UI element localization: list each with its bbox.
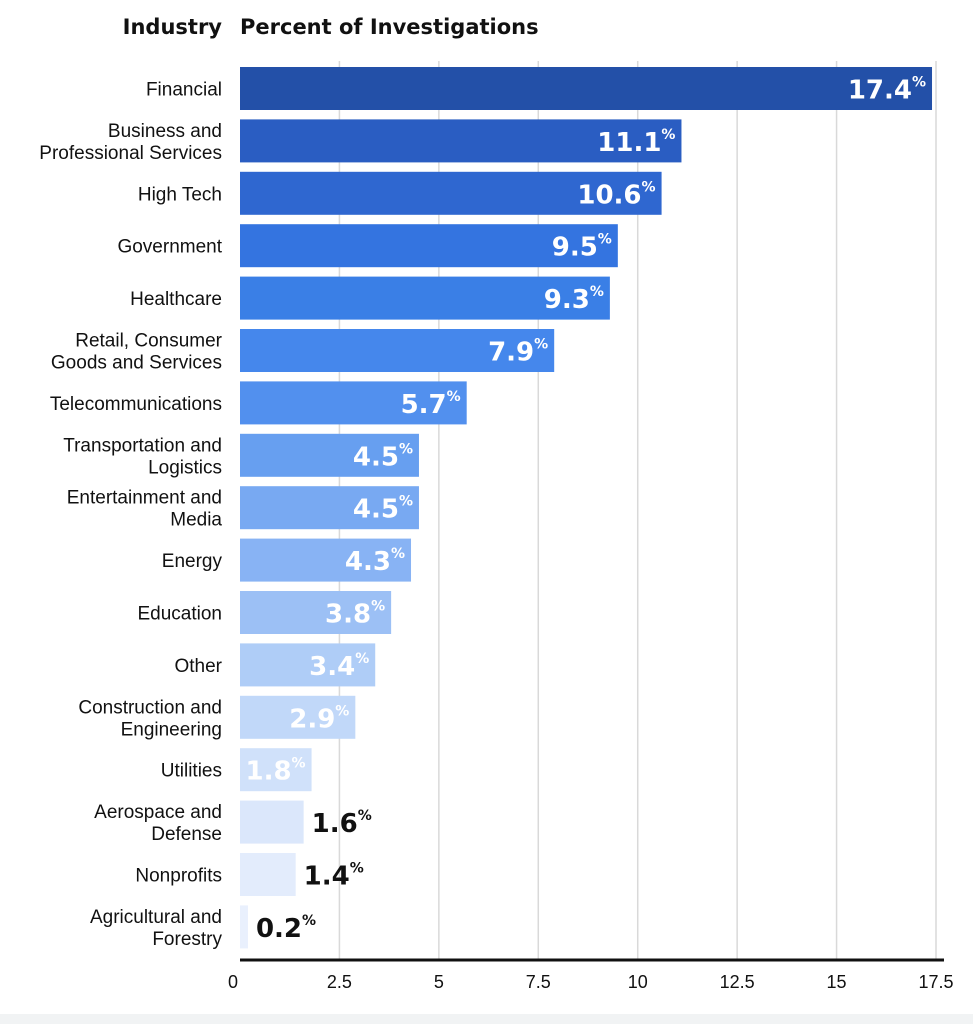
bar xyxy=(240,643,376,687)
value-label: 17.4% xyxy=(848,75,926,106)
category-label: Utilities xyxy=(161,761,222,782)
bar xyxy=(240,381,467,425)
bar xyxy=(240,748,312,792)
category-label: Healthcare xyxy=(130,289,222,310)
value-label: 10.6% xyxy=(577,179,655,210)
value-label: 0.2% xyxy=(256,913,316,944)
value-label: 9.5% xyxy=(552,232,612,263)
bar xyxy=(240,276,610,320)
value-label: 3.4% xyxy=(309,651,369,682)
value-label: 4.5% xyxy=(353,494,413,525)
category-label: Transportation and Logistics xyxy=(63,435,222,478)
value-label: 1.8% xyxy=(245,756,305,787)
value-label: 2.9% xyxy=(289,703,349,734)
x-axis: 0 2.5 5 7.5 10 12.5 15 17.5 xyxy=(228,958,954,992)
category-label: Business and Professional Services xyxy=(39,121,222,164)
bar xyxy=(240,329,555,372)
bar xyxy=(240,695,356,739)
footer-band xyxy=(0,1014,973,1024)
category-column-header: Industry xyxy=(123,15,223,39)
value-column-header: Percent of Investigations xyxy=(240,15,539,39)
value-label: 5.7% xyxy=(401,389,461,420)
category-label: Nonprofits xyxy=(135,866,222,887)
bar xyxy=(240,171,662,215)
x-tick-label: 7.5 xyxy=(526,972,551,992)
category-label: Education xyxy=(137,604,222,625)
category-label: Agricultural and Forestry xyxy=(90,907,223,950)
x-tick-label: 2.5 xyxy=(327,972,352,992)
category-label: Entertainment and Media xyxy=(67,488,223,531)
x-tick-label: 5 xyxy=(434,972,444,992)
category-label: Retail, Consumer Goods and Services xyxy=(51,331,223,374)
x-tick-label: 12.5 xyxy=(720,972,755,992)
bar xyxy=(240,433,419,477)
category-label: Construction and Engineering xyxy=(78,697,222,740)
bar xyxy=(240,853,296,896)
bar xyxy=(240,538,412,582)
category-label: Financial xyxy=(146,80,222,101)
x-tick-label: 15 xyxy=(827,972,847,992)
category-label: Government xyxy=(117,237,222,258)
bar xyxy=(240,67,933,110)
bar xyxy=(240,224,618,268)
value-label: 7.9% xyxy=(488,337,548,368)
category-label: Telecommunications xyxy=(50,394,222,415)
x-tick-label: 10 xyxy=(628,972,648,992)
x-tick-label: 17.5 xyxy=(918,972,953,992)
bar xyxy=(240,119,682,163)
category-label: Other xyxy=(174,656,222,677)
category-label: Aerospace and Defense xyxy=(94,802,222,845)
bar xyxy=(240,591,392,634)
category-label: High Tech xyxy=(138,184,222,205)
category-label: Energy xyxy=(162,551,223,572)
bar xyxy=(240,486,419,530)
value-label: 4.3% xyxy=(345,546,405,577)
bar xyxy=(240,905,248,949)
value-label: 3.8% xyxy=(325,599,385,630)
value-label: 4.5% xyxy=(353,441,413,472)
value-label: 11.1% xyxy=(597,127,675,158)
value-label: 9.3% xyxy=(544,284,604,315)
bar xyxy=(240,800,304,844)
value-label: 1.6% xyxy=(312,808,372,839)
x-tick-label: 0 xyxy=(228,972,238,992)
value-label: 1.4% xyxy=(304,861,364,892)
bars: Financial 17.4% Business and Professional S… xyxy=(39,67,933,950)
